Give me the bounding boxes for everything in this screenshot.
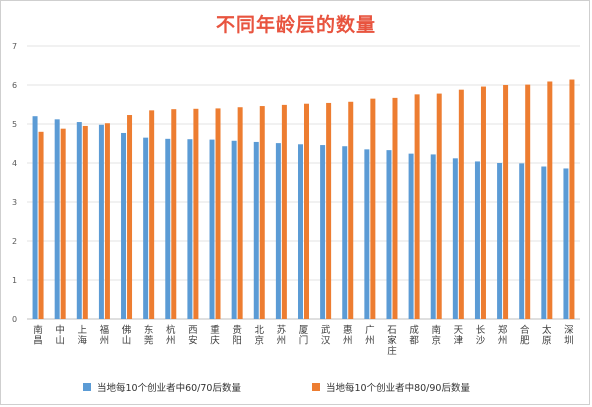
x-tick-label: 长沙 [476,324,486,347]
legend-swatch-series-2 [312,383,320,391]
bar-series-2 [215,108,221,320]
x-tick-label: 东莞 [144,324,154,347]
y-tick-label: 3 [12,198,17,207]
bar-series-2 [259,106,265,319]
x-tick-label: 重庆 [210,324,220,347]
bar-series-1 [541,166,547,319]
bar-series-1 [275,143,281,319]
bar-series-2 [436,93,442,319]
bar-series-1 [76,122,82,319]
x-tick-label: 深圳 [564,325,574,347]
bar-series-2 [82,125,88,319]
bar-series-1 [452,158,458,319]
x-tick-label: 北京 [255,325,265,347]
y-tick-label: 5 [12,120,17,129]
bar-series-1 [209,139,215,319]
legend-label-series-2: 当地每10个创业者中80/90后数量 [326,383,470,394]
bar-series-1 [430,154,436,319]
legend-item-series-1: 当地每10个创业者中60/70后数量 [83,380,241,394]
y-tick-label: 0 [12,315,17,324]
bar-series-2 [304,103,309,319]
bar-series-1 [563,168,569,319]
legend-item-series-2: 当地每10个创业者中80/90后数量 [312,380,470,394]
bar-series-1 [364,149,370,319]
x-tick-label: 南京 [431,324,441,347]
bar-series-2 [525,84,531,319]
x-tick-label: 合肥 [520,324,530,347]
bar-series-2 [392,97,398,320]
bar-series-1 [474,161,480,319]
bar-series-2 [547,81,553,320]
bar-series-2 [127,115,133,319]
bar-series-2 [370,98,376,320]
bar-series-2 [503,85,509,319]
bar-series-1 [386,150,392,319]
bar-series-2 [480,86,486,319]
x-tick-label: 天津 [454,325,464,347]
chart-title: 不同年龄层的数量 [215,14,376,36]
bar-series-2 [348,101,354,320]
x-tick-label: 福州 [100,324,110,347]
x-tick-label: 苏州 [277,324,287,347]
bar-series-1 [32,116,38,319]
x-tick-label: 郑州 [498,324,508,347]
bar-series-2 [193,108,199,319]
bar-series-1 [54,119,60,319]
bar-series-2 [569,79,575,319]
bar-series-2 [60,128,66,319]
bar-series-2 [38,131,44,319]
x-tick-label: 中山 [55,324,65,347]
x-tick-label: 武汉 [321,324,331,347]
bar-series-1 [497,163,503,319]
bar-series-1 [98,124,104,319]
x-tick-label: 广州 [365,324,375,347]
y-tick-label: 7 [12,42,17,51]
x-tick-label: 佛山 [122,324,132,347]
legend-swatch-series-1 [83,383,91,391]
bar-series-2 [326,102,332,319]
bar-series-2 [458,89,464,320]
legend: 当地每10个创业者中60/70后数量 当地每10个创业者中80/90后数量 [0,380,592,396]
bar-series-1 [187,139,193,319]
bar-series-1 [165,138,171,319]
x-tick-label: 太原 [542,324,552,347]
y-tick-label: 6 [12,81,17,90]
bar-series-1 [519,163,525,319]
x-tick-label: 西安 [188,325,198,347]
bar-series-1 [342,146,348,319]
y-tick-label: 4 [12,159,17,168]
bar-series-1 [298,144,303,319]
bar-series-2 [414,94,420,319]
y-tick-label: 2 [12,237,17,246]
bar-series-2 [149,110,155,319]
legend-label-series-1: 当地每10个创业者中60/70后数量 [97,383,241,394]
x-tick-label: 杭州 [166,324,176,347]
bar-series-1 [408,153,414,319]
bar-series-2 [281,104,287,319]
x-tick-label: 成都 [409,324,419,347]
y-tick-label: 1 [12,276,17,285]
x-tick-label: 厦门 [299,325,309,347]
bar-series-1 [253,141,259,319]
bar-series-1 [231,140,237,319]
bar-series-2 [171,109,177,320]
x-tick-label: 贵阳 [232,324,242,347]
x-tick-label: 石家庄 [387,325,397,357]
bar-series-1 [121,132,127,319]
bar-series-1 [143,137,149,319]
bar-series-2 [237,107,243,319]
bar-series-1 [320,145,326,319]
x-tick-label: 南昌 [33,324,43,347]
x-tick-label: 惠州 [343,324,353,347]
bar-series-2 [104,123,110,319]
x-tick-label: 上海 [78,325,88,347]
